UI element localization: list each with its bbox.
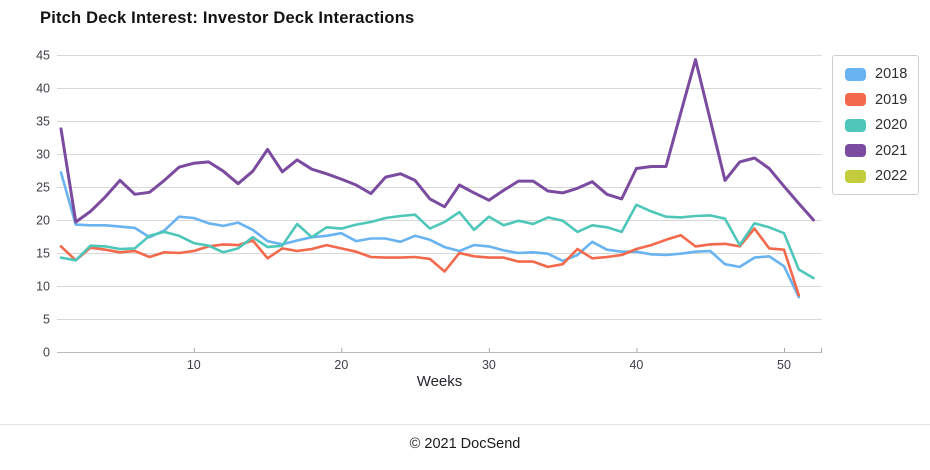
- x-axis-title: Weeks: [417, 373, 463, 390]
- legend-label-2019: 2019: [875, 91, 908, 108]
- legend-label-2018: 2018: [875, 66, 908, 82]
- series-lines: [59, 58, 815, 299]
- legend-item-2022[interactable]: 2022: [845, 168, 908, 184]
- copyright-text: © 2021 DocSend: [409, 436, 521, 452]
- legend-swatch-2020: [845, 118, 866, 132]
- x-tick-label: 40: [629, 358, 643, 372]
- x-axis: 10 20 30 40 50: [57, 348, 822, 372]
- legend-item-2019[interactable]: 2019: [845, 91, 908, 108]
- chart-legend: 2018 2019 2020 2021 2022: [832, 55, 919, 195]
- x-tick-label: 50: [777, 358, 791, 372]
- y-tick-label: 5: [43, 313, 50, 327]
- legend-item-2020[interactable]: 2020: [845, 117, 908, 133]
- y-tick-label: 25: [36, 181, 50, 195]
- series-line-2020: [59, 203, 815, 280]
- y-tick-label: 15: [36, 247, 50, 261]
- footer-divider: [0, 424, 930, 425]
- y-tick-label: 0: [43, 346, 50, 360]
- y-tick-label: 45: [36, 49, 50, 63]
- y-tick-label: 35: [36, 115, 50, 129]
- y-tick-label: 30: [36, 148, 50, 162]
- legend-swatch-2018: [845, 67, 866, 81]
- series-line-2019: [59, 227, 801, 297]
- legend-item-2021[interactable]: 2021: [845, 142, 908, 159]
- legend-item-2018[interactable]: 2018: [845, 66, 908, 82]
- legend-label-2020: 2020: [875, 117, 908, 133]
- series-line-2021: [59, 58, 815, 224]
- y-tick-label: 10: [36, 280, 50, 294]
- x-tick-label: 20: [334, 358, 348, 372]
- x-tick-label: 30: [482, 358, 496, 372]
- legend-swatch-2019: [845, 93, 866, 107]
- y-tick-label: 20: [36, 214, 50, 228]
- legend-label-2021: 2021: [875, 142, 908, 159]
- legend-label-2022: 2022: [875, 168, 908, 184]
- line-chart: 10 20 30 40 50 0 5 10 15 20 25 30 35 40 45 Weeks: [36, 49, 822, 390]
- gridlines: [57, 55, 822, 320]
- series-line-2018: [59, 171, 801, 299]
- x-tick-label: 10: [187, 358, 201, 372]
- y-axis: 0 5 10 15 20 25 30 35 40 45: [36, 49, 50, 360]
- legend-swatch-2022: [845, 169, 866, 183]
- legend-swatch-2021: [845, 144, 866, 158]
- y-tick-label: 40: [36, 82, 50, 96]
- chart-title: Pitch Deck Interest: Investor Deck Inter…: [40, 9, 415, 27]
